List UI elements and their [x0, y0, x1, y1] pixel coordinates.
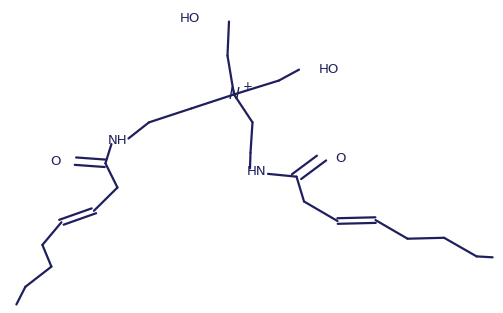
Text: N: N — [228, 87, 239, 102]
Text: HO: HO — [180, 12, 200, 25]
Text: HO: HO — [319, 63, 339, 76]
Text: NH: NH — [108, 135, 127, 147]
Text: O: O — [50, 155, 61, 168]
Text: O: O — [335, 151, 345, 165]
Text: +: + — [243, 80, 253, 93]
Text: HN: HN — [246, 165, 266, 178]
